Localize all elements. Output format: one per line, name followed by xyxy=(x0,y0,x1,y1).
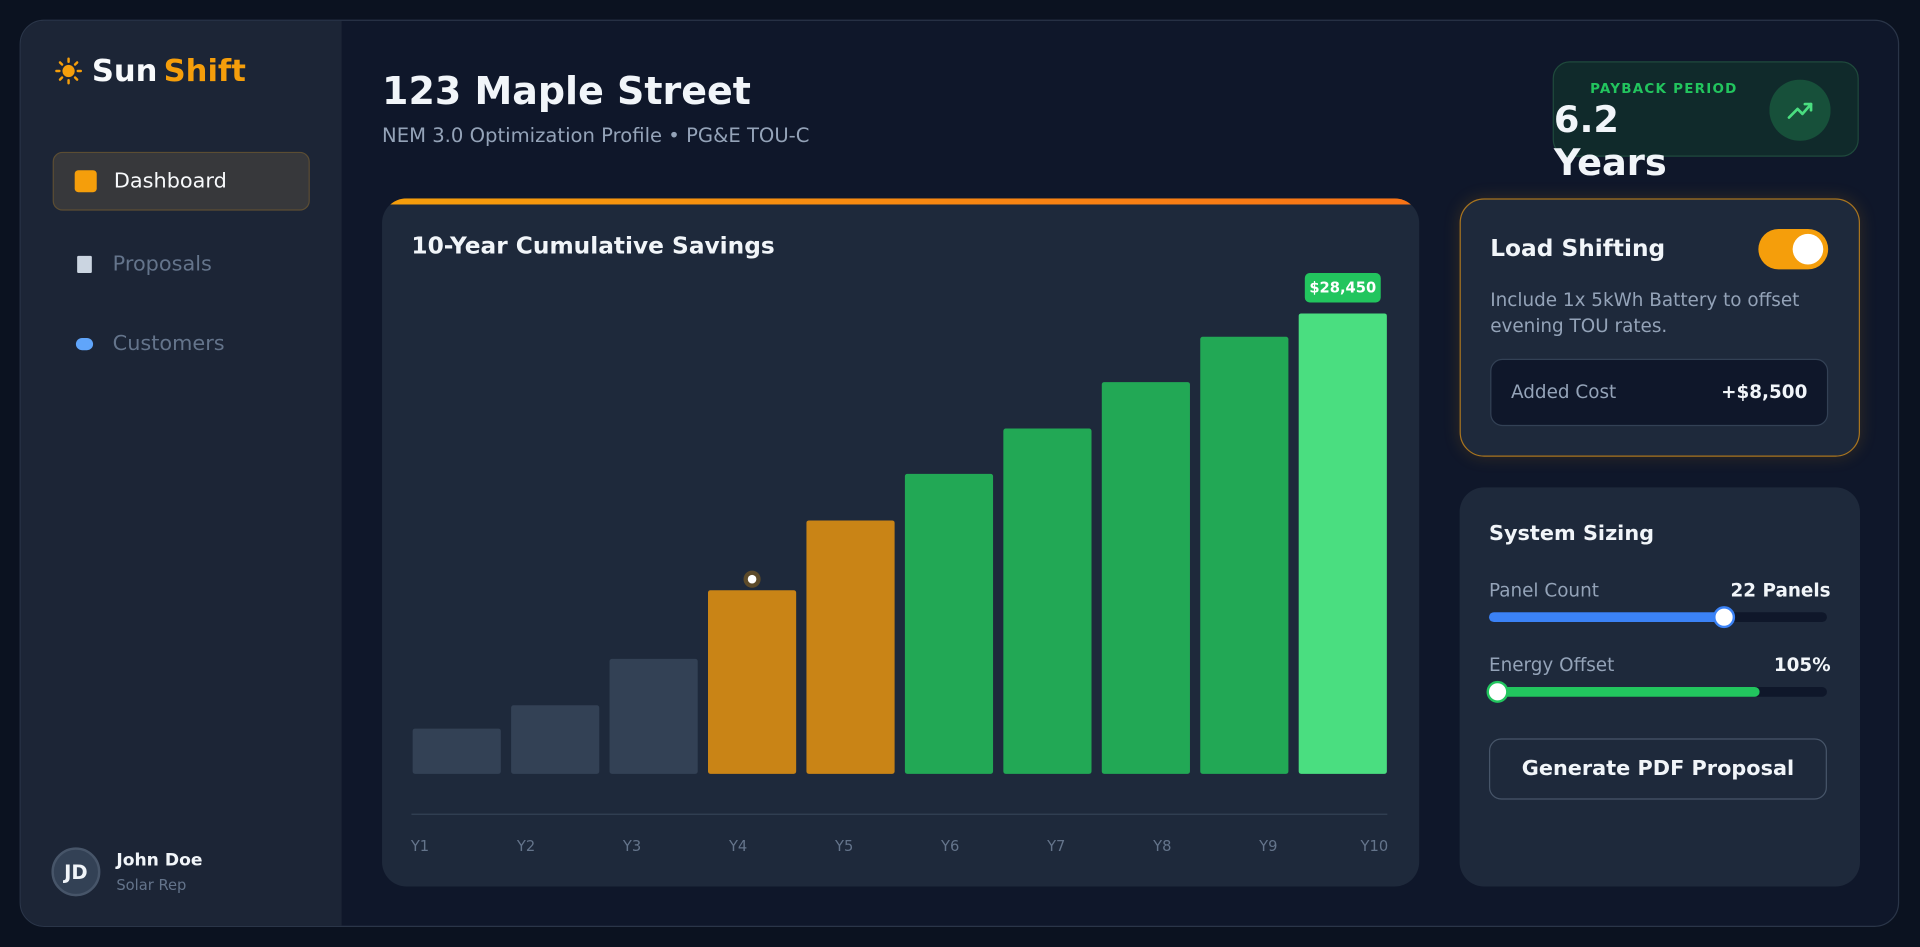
user-role: Solar Rep xyxy=(116,876,187,894)
app-frame: Sun Shift Dashboard Proposals Customers … xyxy=(19,19,1900,927)
nav-item[interactable]: Customers xyxy=(53,315,310,374)
payback-value: 6.2 Years xyxy=(1553,99,1667,185)
x-tick-label: Y5 xyxy=(834,838,853,855)
page-subtitle: NEM 3.0 Optimization Profile • PG&E TOU-… xyxy=(382,123,810,147)
x-tick-label: Y8 xyxy=(1152,838,1171,855)
nav-icon xyxy=(74,170,97,193)
slider-value: 22 Panels xyxy=(1730,579,1831,602)
nav-label[interactable]: Dashboard xyxy=(113,168,227,194)
nav-item[interactable]: Dashboard xyxy=(52,151,310,211)
chart-title: 10-Year Cumulative Savings xyxy=(411,232,775,260)
cost-value: +$8,500 xyxy=(1721,380,1808,403)
user-initials: JD xyxy=(64,860,88,884)
nav-label[interactable]: Customers xyxy=(112,331,225,357)
x-tick-label: Y1 xyxy=(410,838,429,855)
bar xyxy=(1298,313,1387,774)
nav-icon xyxy=(75,337,94,351)
toggle[interactable] xyxy=(1758,228,1829,270)
slider-fill xyxy=(1488,686,1760,697)
page-title: 123 Maple Street xyxy=(382,69,751,114)
chart-card: 10-Year Cumulative Savings Y1 Y2 Y3 Y4 Y5 Y6 Y… xyxy=(382,198,1420,887)
card-title: System Sizing xyxy=(1488,521,1655,547)
slider-track[interactable] xyxy=(1488,606,1827,629)
sidebar: Sun Shift Dashboard Proposals Customers … xyxy=(20,20,342,926)
slider-value: 105% xyxy=(1773,653,1831,676)
bar xyxy=(1101,382,1190,774)
nav-item[interactable]: Proposals xyxy=(53,235,310,294)
toggle-knob xyxy=(1792,233,1824,265)
brand: Sun Shift xyxy=(55,52,246,89)
button-label[interactable]: Generate PDF Proposal xyxy=(1521,756,1795,782)
slider-fill xyxy=(1488,612,1725,623)
value-badge xyxy=(1304,273,1381,303)
load-shifting-card: Load Shifting Include 1x 5kWh Battery to… xyxy=(1459,198,1861,457)
card-title: Load Shifting xyxy=(1490,235,1666,263)
trend-icon xyxy=(1769,79,1831,141)
nav-icon xyxy=(77,255,92,274)
card-description: Include 1x 5kWh Battery to offset evenin… xyxy=(1490,288,1800,337)
slider-label: Panel Count xyxy=(1488,579,1599,602)
slider-thumb[interactable] xyxy=(1486,680,1509,703)
bar xyxy=(806,520,895,774)
x-tick-label: Y6 xyxy=(940,838,959,855)
x-tick-label: Y10 xyxy=(1360,838,1389,855)
x-tick-label: Y9 xyxy=(1258,838,1277,855)
cost-box: Added Cost +$8,500 xyxy=(1490,358,1829,427)
payback-label: PAYBACK PERIOD xyxy=(1590,80,1738,97)
x-tick-label: Y4 xyxy=(728,838,747,855)
slider-label: Energy Offset xyxy=(1488,653,1615,676)
x-tick-label: Y3 xyxy=(622,838,641,855)
slider-track[interactable] xyxy=(1486,680,1827,703)
brand-part1: Sun xyxy=(91,52,158,89)
sun-icon xyxy=(55,56,83,84)
chart: Y1 Y2 Y3 Y4 Y5 Y6 Y7 Y8 Y9 Y10 $28,450 xyxy=(410,273,1389,855)
bar xyxy=(1003,428,1092,774)
bar xyxy=(708,590,797,774)
system-sizing-card: System Sizing Panel Count 22 Panels Ener… xyxy=(1459,487,1861,887)
bar xyxy=(511,705,600,774)
generate-button[interactable]: Generate PDF Proposal xyxy=(1488,738,1827,800)
x-tick-label: Y7 xyxy=(1046,838,1065,855)
nav-label[interactable]: Proposals xyxy=(112,252,212,277)
value-label: $28,450 xyxy=(1309,280,1376,297)
hover-marker-dot xyxy=(747,574,757,584)
cost-label: Added Cost xyxy=(1511,380,1617,403)
slider-thumb[interactable] xyxy=(1713,606,1736,629)
bar xyxy=(1200,336,1289,774)
card-accent xyxy=(382,198,1420,205)
bar xyxy=(904,473,994,774)
brand-part2: Shift xyxy=(163,52,246,89)
bar xyxy=(412,728,501,774)
bar xyxy=(609,658,698,774)
x-tick-label: Y2 xyxy=(516,838,535,855)
payback-card: PAYBACK PERIOD 6.2 Years xyxy=(1552,61,1859,185)
user-name: John Doe xyxy=(116,851,203,871)
user-avatar[interactable]: JD xyxy=(51,847,101,897)
